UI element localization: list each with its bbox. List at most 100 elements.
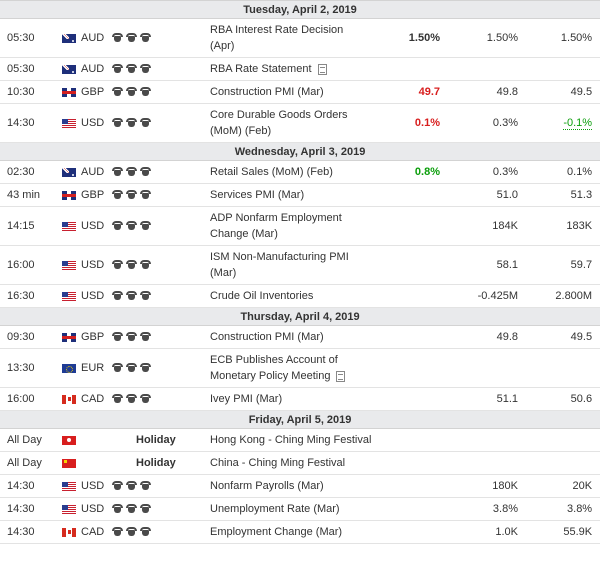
document-icon[interactable] <box>317 63 327 75</box>
event-name[interactable]: RBA Rate Statement <box>210 63 312 75</box>
event-name[interactable]: Services PMI (Mar) <box>210 189 305 201</box>
bull-icon <box>140 87 151 97</box>
bull-icon <box>112 221 123 231</box>
forecast-value: 49.8 <box>448 80 526 104</box>
event-time: 14:30 <box>0 103 60 143</box>
event-time: 16:00 <box>0 387 60 411</box>
previous-value-text: 49.5 <box>570 86 593 98</box>
forecast-value <box>448 348 526 388</box>
event-name-cell: Crude Oil Inventories <box>206 284 386 308</box>
event-name[interactable]: ISM Non-Manufacturing PMI <box>210 251 349 263</box>
previous-value: 0.1% <box>526 160 600 184</box>
event-row[interactable]: 14:30 CAD Employment Change (Mar) 1.0K 55.9K <box>0 520 600 544</box>
actual-value <box>386 474 448 498</box>
day-header: Tuesday, April 2, 2019 <box>0 0 600 19</box>
event-name[interactable]: Nonfarm Payrolls (Mar) <box>210 480 324 492</box>
event-name[interactable]: RBA Interest Rate Decision <box>210 24 344 36</box>
bull-icon <box>126 332 137 342</box>
event-name[interactable]: Employment Change (Mar) <box>210 526 343 538</box>
event-name[interactable]: Unemployment Rate (Mar) <box>210 503 340 515</box>
event-name[interactable]: (Mar) <box>210 267 237 279</box>
flag-ca-icon <box>62 527 76 537</box>
flag-us-icon <box>62 221 76 231</box>
day-header-row: Thursday, April 4, 2019 <box>0 307 600 326</box>
event-row[interactable]: 16:30 USD Crude Oil Inventories -0.425M 2.80… <box>0 284 600 308</box>
forecast-value: 3.8% <box>448 497 526 521</box>
document-icon[interactable] <box>336 370 346 382</box>
actual-value <box>386 497 448 521</box>
flag-us-icon <box>62 481 76 491</box>
flag-au-icon <box>62 64 76 74</box>
event-name-cell: Construction PMI (Mar) <box>206 80 386 104</box>
currency-cell: GBP <box>60 80 112 104</box>
event-row[interactable]: 14:30 USD Core Durable Goods Orders (MoM) (… <box>0 103 600 143</box>
event-name[interactable]: China - Ching Ming Festival <box>210 457 346 469</box>
event-row[interactable]: 13:30 EUR ECB Publishes Account of Monetary… <box>0 348 600 388</box>
bull-icon <box>140 33 151 43</box>
bull-icon <box>112 260 123 270</box>
previous-value <box>526 428 600 452</box>
flag-gb-icon <box>62 332 76 342</box>
previous-value-text: 50.6 <box>570 393 593 405</box>
event-name-cell: Unemployment Rate (Mar) <box>206 497 386 521</box>
event-name[interactable]: Hong Kong - Ching Ming Festival <box>210 434 372 446</box>
event-time: 02:30 <box>0 160 60 184</box>
bull-icon <box>140 167 151 177</box>
previous-value-text: 59.7 <box>570 259 593 271</box>
event-name[interactable]: (MoM) (Feb) <box>210 125 272 137</box>
event-name[interactable]: Crude Oil Inventories <box>210 290 314 302</box>
bull-icon <box>112 291 123 301</box>
event-row[interactable]: 16:00 USD ISM Non-Manufacturing PMI (Mar) 58… <box>0 245 600 285</box>
bull-icon <box>140 332 151 342</box>
event-name[interactable]: Retail Sales (MoM) (Feb) <box>210 166 333 178</box>
event-row[interactable]: 09:30 GBP Construction PMI (Mar) 49.8 49.5 <box>0 325 600 349</box>
event-name[interactable]: Monetary Policy Meeting <box>210 370 331 382</box>
event-name[interactable]: (Apr) <box>210 40 235 52</box>
forecast-value: -0.425M <box>448 284 526 308</box>
flag-eu-icon <box>62 363 76 373</box>
previous-value: 183K <box>526 206 600 246</box>
event-name[interactable]: Core Durable Goods Orders <box>210 109 348 121</box>
event-row[interactable]: All Day Holiday China - Ching Ming Festiva… <box>0 451 600 475</box>
event-name-cell: Services PMI (Mar) <box>206 183 386 207</box>
bull-icon <box>126 87 137 97</box>
event-row[interactable]: 14:30 USD Unemployment Rate (Mar) 3.8% 3.8% <box>0 497 600 521</box>
event-row[interactable]: 14:30 USD Nonfarm Payrolls (Mar) 180K 20K <box>0 474 600 498</box>
event-name[interactable]: Change (Mar) <box>210 228 278 240</box>
event-name[interactable]: ECB Publishes Account of <box>210 354 338 366</box>
event-row[interactable]: 10:30 GBP Construction PMI (Mar) 49.7 49.8 49… <box>0 80 600 104</box>
bull-icon <box>126 481 137 491</box>
event-row[interactable]: 05:30 AUD RBA Rate Statement <box>0 57 600 81</box>
currency-code: CAD <box>81 393 105 405</box>
importance-cell <box>112 183 206 207</box>
previous-value: 49.5 <box>526 80 600 104</box>
event-name[interactable]: Ivey PMI (Mar) <box>210 393 283 405</box>
event-row[interactable]: 16:00 CAD Ivey PMI (Mar) 51.1 50.6 <box>0 387 600 411</box>
event-row[interactable]: 43 min GBP Services PMI (Mar) 51.0 51.3 <box>0 183 600 207</box>
forecast-value: 1.0K <box>448 520 526 544</box>
forecast-value <box>448 428 526 452</box>
currency-code: GBP <box>81 86 105 98</box>
event-time: All Day <box>0 428 60 452</box>
bull-icon <box>140 527 151 537</box>
flag-au-icon <box>62 33 76 43</box>
previous-value-text: 2.800M <box>555 290 593 302</box>
currency-cell <box>60 428 112 452</box>
currency-code: CAD <box>81 526 105 538</box>
bull-icon <box>126 221 137 231</box>
event-name[interactable]: Construction PMI (Mar) <box>210 86 324 98</box>
actual-value <box>386 451 448 475</box>
event-name[interactable]: Construction PMI (Mar) <box>210 331 324 343</box>
event-row[interactable]: 05:30 AUD RBA Interest Rate Decision (Apr) 1… <box>0 18 600 58</box>
event-row[interactable]: All Day Holiday Hong Kong - Ching Ming Fes… <box>0 428 600 452</box>
day-header: Thursday, April 4, 2019 <box>0 307 600 326</box>
previous-value: 51.3 <box>526 183 600 207</box>
bull-icon <box>140 291 151 301</box>
bull-icon <box>112 64 123 74</box>
event-row[interactable]: 14:15 USD ADP Nonfarm Employment Change (Ma… <box>0 206 600 246</box>
bull-icon <box>140 394 151 404</box>
event-row[interactable]: 02:30 AUD Retail Sales (MoM) (Feb) 0.8% 0.3%… <box>0 160 600 184</box>
event-name[interactable]: ADP Nonfarm Employment <box>210 212 342 224</box>
flag-au-icon <box>62 167 76 177</box>
flag-gb-icon <box>62 190 76 200</box>
